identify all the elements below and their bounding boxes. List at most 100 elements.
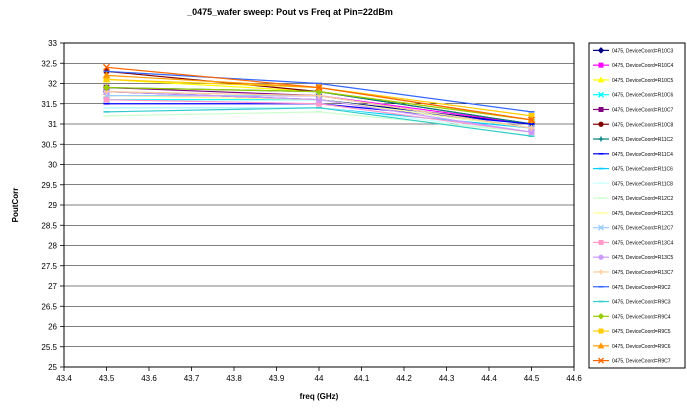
data-point	[102, 71, 111, 79]
y-tick-label: 25	[48, 363, 57, 372]
legend-marker	[598, 136, 604, 142]
legend-entry: 0475, DeviceCoord=R11C6	[593, 167, 673, 173]
x-tick-label: 44.6	[566, 374, 582, 383]
x-tick-label: 43.8	[226, 374, 242, 383]
x-tick-label: 44	[315, 374, 324, 383]
legend-entry: 0475, DeviceCoord=R13C4	[593, 239, 674, 246]
legend-entry: 0475, DeviceCoord=R12C2	[593, 196, 674, 202]
legend-label: 0475, DeviceCoord=R12C7	[612, 226, 674, 232]
legend-label: 0475, DeviceCoord=R9C7	[612, 359, 671, 365]
y-tick-label: 31	[48, 120, 57, 129]
x-axis-ticks: 43.4 43.5 43.6 43.7 43.8 43.9 44 44.1 44.2 44.3 44…	[56, 367, 582, 383]
y-tick-label: 32.5	[41, 59, 57, 68]
legend-entry: 0475, DeviceCoord=R9C6	[593, 342, 671, 350]
legend-entry: 0475, DeviceCoord=R13C7	[593, 269, 674, 276]
y-tick-label: 25.5	[41, 343, 57, 352]
y-tick-label: 30	[48, 161, 57, 170]
legend-entry: 0475, DeviceCoord=R9C5	[593, 328, 671, 335]
chart-title: _0475_wafer sweep: Pout vs Freq at Pin=2…	[186, 7, 393, 17]
legend-marker	[597, 342, 605, 349]
series-17	[103, 107, 535, 137]
legend-label: 0475, DeviceCoord=R12C5	[612, 211, 674, 217]
legend-label: 0475, DeviceCoord=R9C3	[612, 300, 671, 306]
y-tick-label: 32	[48, 80, 57, 89]
legend-label: 0475, DeviceCoord=R10C6	[612, 93, 674, 99]
y-axis-label: PoutCorr	[11, 188, 20, 223]
y-tick-label: 27.5	[41, 262, 57, 271]
legend-label: 0475, DeviceCoord=R11C6	[612, 167, 673, 173]
y-tick-label: 26.5	[41, 302, 57, 311]
data-point	[315, 84, 323, 92]
series-21	[103, 63, 535, 124]
legend-label: 0475, DeviceCoord=R10C7	[612, 107, 674, 113]
legend-marker	[598, 91, 604, 98]
legend-label: 0475, DeviceCoord=R13C4	[612, 240, 674, 246]
legend-label: 0475, DeviceCoord=R11C4	[612, 152, 673, 158]
legend-label: 0475, DeviceCoord=R11C2	[612, 137, 673, 143]
legend-label: 0475, DeviceCoord=R10C5	[612, 78, 674, 84]
legend-entry: 0475, DeviceCoord=R11C8	[593, 181, 673, 187]
legend-marker	[598, 254, 604, 260]
legend-label: 0475, DeviceCoord=R9C2	[612, 285, 671, 291]
legend-entry: 0475, DeviceCoord=R10C4	[593, 62, 674, 69]
legend-label: 0475, DeviceCoord=R10C4	[612, 63, 674, 69]
y-tick-label: 29.5	[41, 181, 57, 190]
legend-label: 0475, DeviceCoord=R9C5	[612, 329, 671, 335]
data-point	[103, 63, 110, 71]
legend-entry: 0475, DeviceCoord=R9C7	[593, 357, 671, 365]
y-tick-label: 26	[48, 323, 57, 332]
y-tick-label: 28.5	[41, 221, 57, 230]
data-point	[102, 83, 111, 92]
legend-label: 0475, DeviceCoord=R13C7	[612, 270, 674, 276]
legend-box	[588, 42, 686, 369]
x-axis-label: freq (GHz)	[300, 392, 339, 401]
legend-marker	[598, 328, 604, 334]
y-tick-label: 28	[48, 242, 57, 251]
x-tick-label: 44.4	[481, 374, 497, 383]
legend-label: 0475, DeviceCoord=R9C6	[612, 344, 671, 350]
y-tick-label: 29	[48, 201, 57, 210]
y-tick-label: 30.5	[41, 140, 57, 149]
x-tick-label: 43.6	[141, 374, 157, 383]
legend-entry: 0475, DeviceCoord=R11C4	[593, 152, 673, 158]
x-tick-label: 44.2	[396, 374, 412, 383]
legend-marker	[598, 357, 604, 364]
legend-entry: 0475, DeviceCoord=R10C5	[593, 76, 674, 84]
legend-label: 0475, DeviceCoord=R11C8	[612, 181, 673, 187]
legend-entry: 0475, DeviceCoord=R9C4	[593, 313, 671, 320]
x-tick-label: 43.9	[269, 374, 285, 383]
data-point	[103, 96, 110, 103]
legend-entry: 0475, DeviceCoord=R13C5	[593, 254, 674, 261]
legend-label: 0475, DeviceCoord=R12C2	[612, 196, 674, 202]
legend-marker	[598, 224, 604, 231]
legend-entry: 0475, DeviceCoord=R9C3	[593, 300, 671, 306]
legend-marker	[598, 121, 604, 127]
legend-marker	[598, 269, 604, 275]
series-14	[103, 88, 535, 136]
legend-marker	[597, 313, 605, 320]
x-tick-label: 43.5	[99, 374, 115, 383]
y-tick-label: 31.5	[41, 100, 57, 109]
legend-marker	[598, 106, 604, 112]
y-axis-ticks: 25 25.5 26 26.5 27 27.5 28 28.5 29 29.5 30 30.5 31 31…	[41, 39, 64, 372]
x-tick-label: 44.3	[439, 374, 455, 383]
data-point	[528, 116, 535, 124]
x-tick-label: 44.5	[524, 374, 540, 383]
legend-entry: 0475, DeviceCoord=R9C2	[593, 285, 671, 291]
series-16	[103, 70, 535, 113]
legend-marker	[597, 76, 605, 83]
x-tick-label: 43.4	[56, 374, 72, 383]
series-layer	[102, 63, 536, 137]
legend-entry: 0475, DeviceCoord=R10C7	[593, 106, 674, 113]
y-tick-label: 27	[48, 282, 57, 291]
legend-marker	[597, 47, 605, 54]
legend-label: 0475, DeviceCoord=R9C4	[612, 314, 671, 320]
legend-entry: 0475, DeviceCoord=R10C8	[593, 121, 674, 128]
legend-label: 0475, DeviceCoord=R10C8	[612, 122, 674, 128]
legend-label: 0475, DeviceCoord=R13C5	[612, 255, 674, 261]
x-tick-label: 44.1	[354, 374, 370, 383]
legend-entry: 0475, DeviceCoord=R12C7	[593, 224, 674, 232]
legend-label: 0475, DeviceCoord=R10C3	[612, 48, 674, 54]
